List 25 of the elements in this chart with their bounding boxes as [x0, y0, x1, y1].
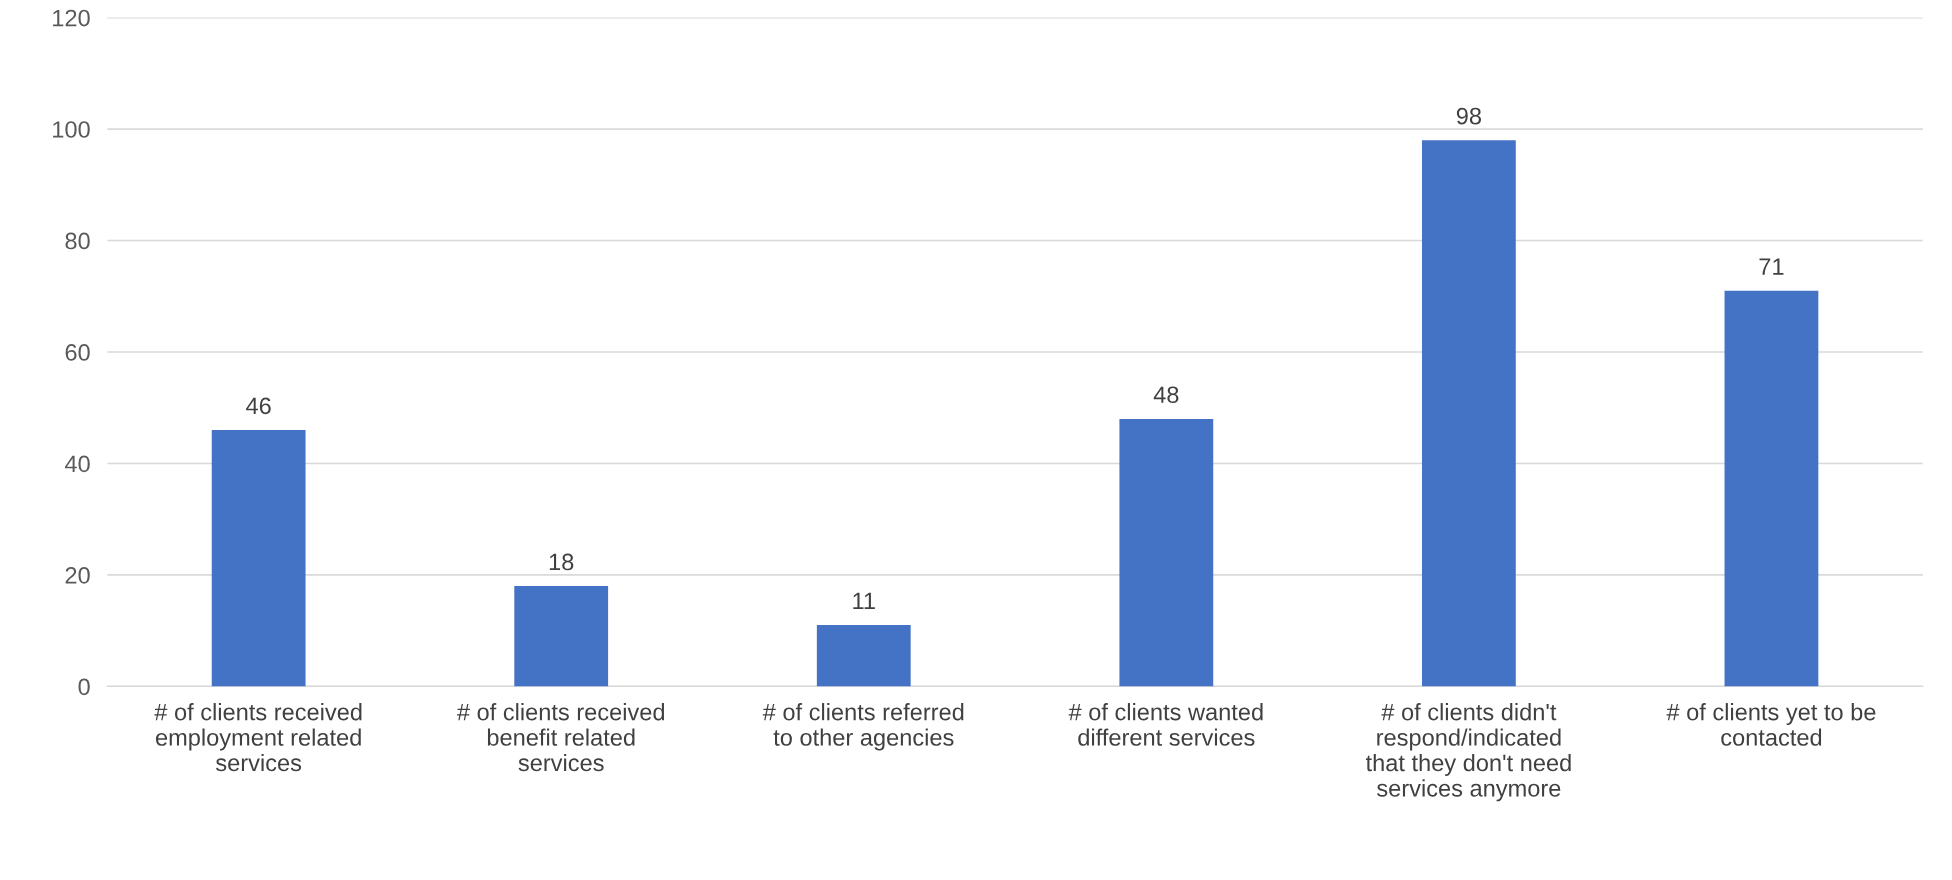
bar	[1119, 418, 1214, 687]
data-label: 11	[853, 592, 875, 610]
data-label: 71	[1759, 258, 1784, 275]
data-label: 18	[549, 553, 574, 571]
y-tick-label: 60	[65, 344, 90, 361]
x-tick-label: # of clients received benefit related services	[456, 703, 665, 772]
data-label: 46	[246, 397, 271, 415]
x-tick-label: # of clients referred to other agencies	[762, 703, 964, 751]
data-label: 98	[1456, 107, 1481, 125]
bar	[211, 430, 306, 687]
bar	[1724, 290, 1819, 687]
y-tick-label: 0	[78, 678, 90, 696]
x-tick-label: # of clients yet to be contacted	[1666, 703, 1876, 746]
bar	[514, 586, 609, 687]
y-tick-label: 120	[53, 9, 90, 27]
x-tick-label: # of clients received employment related services	[154, 703, 362, 772]
y-tick-label: 40	[64, 455, 90, 473]
y-tick-label: 100	[53, 121, 90, 138]
y-tick-label: 20	[65, 567, 90, 584]
bar	[816, 625, 911, 687]
x-tick-label: # of clients didn't respond/indicated that they don't need services anymore	[1365, 703, 1571, 802]
x-tick-label: # of clients wanted different services	[1068, 703, 1263, 746]
data-label: 48	[1153, 386, 1179, 404]
bar	[1421, 140, 1516, 687]
y-tick-label: 80	[65, 232, 90, 250]
